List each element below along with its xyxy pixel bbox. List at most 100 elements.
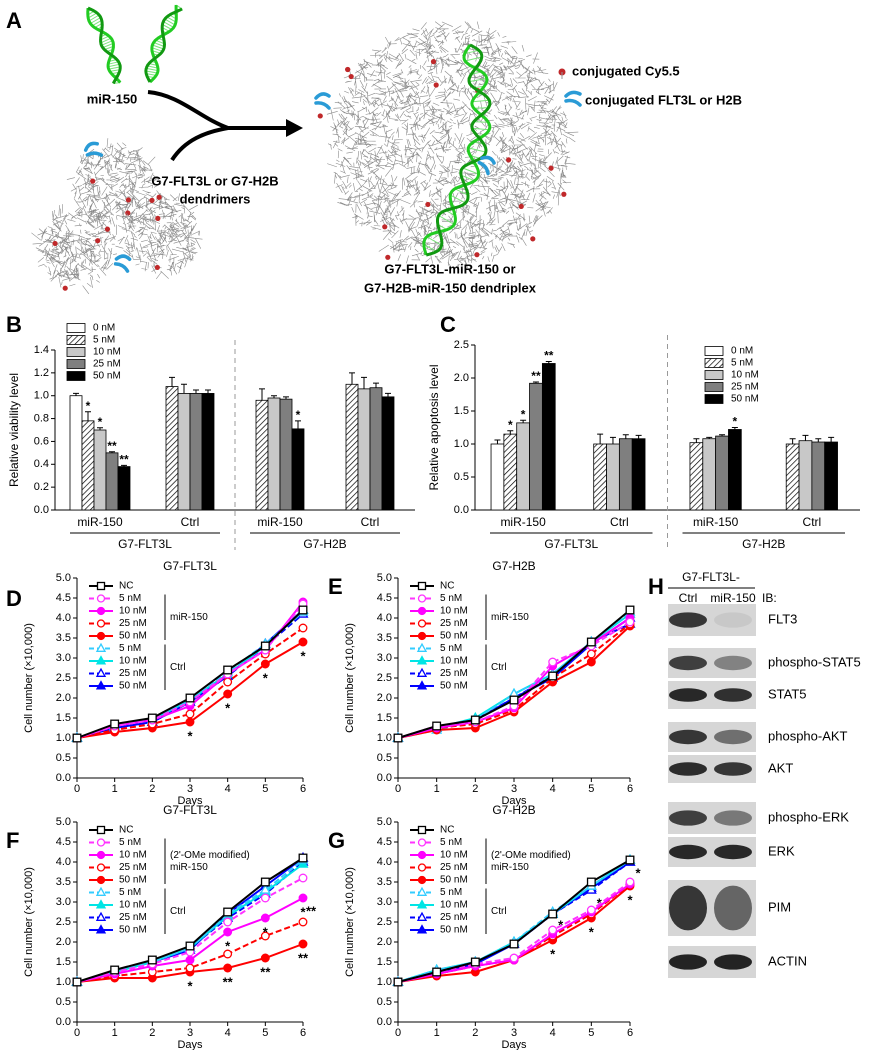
x-tick-label: 6 [300, 783, 306, 795]
x-tick-label: 1 [112, 783, 118, 795]
y-tick-label: 0.5 [56, 752, 71, 764]
panel-label: A [6, 8, 22, 33]
legend-group-label: Ctrl [170, 906, 186, 917]
x-tick-label: 6 [627, 783, 633, 795]
error-bar [361, 376, 367, 389]
y-tick-label: 2.0 [377, 936, 392, 948]
x-tick-label: 2 [149, 783, 155, 795]
point [298, 893, 308, 903]
series-line [397, 611, 631, 739]
cy55-dot [345, 66, 351, 73]
point [432, 967, 442, 977]
bar [267, 397, 281, 511]
bar [165, 386, 179, 511]
series-line [397, 881, 631, 983]
point [509, 939, 519, 949]
legend-swatch [704, 382, 724, 392]
bar [105, 452, 119, 511]
legend-label: 10 nM [731, 370, 759, 381]
mirna-label: miR-150 [87, 91, 138, 106]
dendrimer [326, 21, 579, 270]
legend-label: 5 nM [119, 837, 141, 848]
y-tick-label: 1.0 [56, 732, 71, 744]
legend-marker [96, 631, 106, 641]
x-axis-label: Days [501, 1039, 527, 1050]
lane-label: miR-150 [710, 591, 756, 605]
point [298, 853, 308, 863]
bar [811, 441, 826, 511]
legend-label: 5 nM [119, 887, 141, 898]
ligand-cap [83, 141, 104, 157]
y-tick-label: 0.0 [34, 504, 49, 516]
point [260, 953, 270, 963]
bar [69, 395, 83, 511]
legend-marker [417, 594, 427, 603]
error-bar [73, 392, 79, 396]
y-tick-label: 4.5 [377, 836, 392, 848]
y-tick-label: 0.5 [377, 752, 392, 764]
error-bar [121, 464, 127, 467]
lane-label: Ctrl [679, 591, 698, 605]
point [110, 965, 120, 975]
x-tick-label: miR-150 [500, 515, 546, 529]
x-tick-label: 2 [149, 1027, 155, 1039]
chart-title: G7-H2B [492, 803, 535, 817]
point [298, 917, 308, 927]
legend-label: 5 nM [440, 837, 462, 848]
x-axis-label: Days [177, 1039, 203, 1050]
point [298, 939, 308, 949]
cy55-dot [154, 264, 160, 271]
point [298, 605, 308, 615]
legend-marker [416, 642, 428, 652]
error-bar [609, 436, 616, 444]
legend-marker [416, 886, 428, 896]
x-tick-label: 0 [395, 783, 401, 795]
cy55-dot [474, 252, 480, 258]
panel-label: G [328, 828, 345, 853]
y-tick-label: 1.2 [34, 367, 49, 379]
legend-marker [95, 642, 107, 652]
panel-label: H [648, 574, 664, 599]
point [298, 873, 308, 883]
significance: * [300, 904, 306, 919]
x-tick-label: 1 [112, 1027, 118, 1039]
legend-marker [95, 911, 107, 921]
panel-label: E [328, 574, 343, 599]
cy55-dot [518, 203, 524, 209]
legend-label: 10 nM [440, 606, 468, 617]
error-bar [719, 434, 726, 437]
bar [93, 429, 107, 511]
point [223, 689, 233, 699]
blot-band [669, 688, 707, 702]
cy55-dot [149, 197, 155, 203]
error-bar [693, 438, 700, 443]
point [298, 637, 308, 647]
legend-label: 25 nM [119, 668, 147, 679]
y-tick-label: 1.0 [34, 390, 49, 402]
blot-band [714, 612, 752, 628]
panel-label: F [6, 828, 19, 853]
bar [529, 382, 543, 511]
blot-band [669, 954, 707, 970]
legend-marker [96, 863, 106, 872]
error-bar [789, 438, 796, 444]
legend-label: 50 nM [119, 681, 147, 692]
significance: * [263, 670, 269, 685]
error-bar [731, 427, 738, 430]
legend-group-label: (2'-OMe modified) [491, 850, 571, 861]
legend-marker [417, 850, 427, 860]
legend-label: 50 nM [440, 875, 468, 886]
cy55-dot [348, 73, 354, 80]
point [625, 877, 635, 887]
y-tick-label: 1.4 [34, 344, 49, 356]
y-tick-label: 3.0 [377, 896, 392, 908]
x-tick-label: 6 [300, 1027, 306, 1039]
error-bar [802, 434, 809, 441]
legend-group-label: Ctrl [491, 906, 507, 917]
cy55-dot [385, 254, 391, 260]
x-tick-label: 5 [588, 783, 594, 795]
legend-label: 10 nM [93, 347, 121, 358]
bar [503, 433, 518, 511]
series-line [397, 883, 631, 983]
legend-marker [95, 680, 107, 690]
